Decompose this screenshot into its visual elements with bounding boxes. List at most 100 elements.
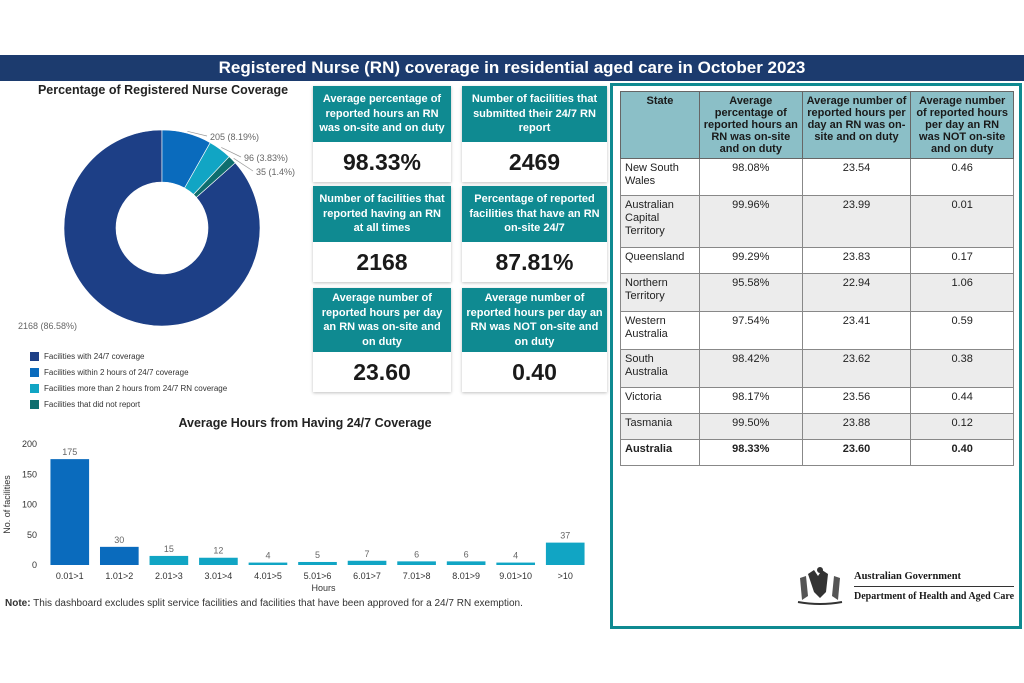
table-cell: 97.54% (698, 311, 803, 350)
x-tick-label: 5.01>6 (304, 571, 332, 581)
table-row: Victoria 98.17% 23.56 0.44 (620, 387, 1014, 414)
bar[interactable] (446, 561, 486, 565)
bar[interactable] (397, 561, 436, 565)
table-cell: 99.96% (698, 195, 803, 248)
kpi-card-avg-hours-not-on-site: Average number of reported hours per day… (462, 288, 607, 392)
x-tick-label: 1.01>2 (105, 571, 133, 581)
table-cell-state: Australian Capital Territory (620, 195, 700, 248)
table-cell-state: Northern Territory (620, 273, 700, 312)
table-row: South Australia 98.42% 23.62 0.38 (620, 349, 1014, 388)
footnote-label: Note: (5, 598, 31, 609)
bar[interactable] (298, 561, 337, 565)
table-cell: 0.40 (910, 439, 1014, 466)
x-axis-title: Hours (311, 583, 336, 593)
bar-chart: No. of facilities 0 50 100 150 200 175 0.01>1 30… (2, 439, 585, 593)
legend-item-24-7[interactable]: Facilities with 24/7 coverage (30, 348, 227, 364)
kpi-value: 23.60 (353, 359, 411, 385)
state-table-panel: State Average percentage of reported hou… (610, 83, 1022, 629)
legend-item-within-2-hours[interactable]: Facilities within 2 hours of 24/7 covera… (30, 364, 227, 380)
bar[interactable] (149, 555, 189, 565)
table-cell: 0.59 (910, 311, 1014, 350)
donut-legend: Facilities with 24/7 coverage Facilities… (30, 348, 227, 412)
bar[interactable] (50, 459, 90, 565)
x-tick-label: 3.01>4 (205, 571, 233, 581)
donut-slice[interactable] (193, 156, 236, 198)
dashboard-title: Registered Nurse (RN) coverage in reside… (218, 58, 806, 77)
table-cell: 98.08% (698, 158, 803, 196)
table-cell: 23.62 (801, 349, 912, 388)
table-row: Tasmania 99.50% 23.88 0.12 (620, 413, 1014, 440)
kpi-card-avg-percentage: Average percentage of reported hours an … (313, 86, 451, 182)
bar[interactable] (545, 542, 585, 565)
table-cell-state: South Australia (620, 349, 700, 388)
bar-value-label: 175 (62, 447, 77, 457)
donut-slice[interactable] (63, 129, 261, 327)
bar[interactable] (347, 560, 387, 565)
table-cell: 23.41 (801, 311, 912, 350)
bar[interactable] (496, 562, 536, 565)
legend-label: Facilities that did not report (44, 399, 141, 409)
legend-swatch (30, 351, 39, 361)
bar-value-label: 30 (114, 535, 124, 545)
data-label-leader (233, 157, 254, 172)
legend-label: Facilities with 24/7 coverage (44, 351, 145, 361)
legend-swatch (30, 399, 39, 409)
table-cell: 23.99 (801, 195, 912, 248)
column-header-avg-percentage[interactable]: Average percentage of reported hours an … (698, 91, 803, 159)
y-tick-label: 150 (22, 469, 37, 479)
legend-item-not-reported[interactable]: Facilities that did not report (30, 396, 227, 412)
bar-value-label: 12 (213, 546, 223, 556)
table-cell: 0.46 (910, 158, 1014, 196)
column-header-avg-hours-on-site[interactable]: Average number of reported hours per day… (801, 91, 912, 159)
table-cell: 0.01 (910, 195, 1014, 248)
y-axis-title: No. of facilities (2, 475, 12, 534)
table-row: Australian Capital Territory 99.96% 23.9… (620, 195, 1014, 248)
table-row: Northern Territory 95.58% 22.94 1.06 (620, 273, 1014, 312)
kpi-value: 2469 (508, 149, 561, 175)
bar-value-label: 4 (513, 551, 518, 561)
table-cell: 23.54 (801, 158, 912, 196)
table-cell-state: New South Wales (620, 158, 700, 196)
government-logo: Australian Government Department of Heal… (794, 566, 1015, 606)
x-tick-label: 8.01>9 (452, 571, 480, 581)
bar[interactable] (248, 562, 288, 565)
bar[interactable] (199, 557, 238, 565)
dashboard-title-banner: Registered Nurse (RN) coverage in reside… (0, 55, 1024, 81)
data-label-leader (187, 130, 208, 137)
bar-chart-title: Average Hours from Having 24/7 Coverage (178, 416, 432, 430)
table-cell-state: Victoria (620, 387, 700, 414)
x-tick-label: >10 (558, 571, 573, 581)
kpi-value: 0.40 (512, 359, 557, 385)
table-cell: 0.17 (910, 247, 1014, 274)
kpi-value: 2168 (356, 249, 408, 275)
y-tick-label: 100 (22, 500, 37, 510)
kpi-value: 87.81% (495, 249, 574, 275)
table-row: Western Australia 97.54% 23.41 0.59 (620, 311, 1014, 350)
table-cell-state: Queensland (620, 247, 700, 274)
table-row-total: Australia 98.33% 23.60 0.40 (620, 439, 1014, 466)
kpi-heading: Percentage of reported facilities that h… (462, 186, 607, 242)
legend-label: Facilities more than 2 hours from 24/7 R… (44, 383, 228, 393)
department-name: Department of Health and Aged Care (854, 585, 1015, 602)
legend-swatch (30, 383, 39, 393)
footnote: Note: This dashboard excludes split serv… (5, 598, 523, 609)
x-tick-label: 4.01>5 (254, 571, 282, 581)
y-tick-label: 0 (32, 560, 37, 570)
x-tick-label: 0.01>1 (56, 571, 84, 581)
bar[interactable] (99, 546, 139, 565)
x-tick-label: 6.01>7 (353, 571, 381, 581)
column-header-avg-hours-not-on-site[interactable]: Average number of reported hours per day… (910, 91, 1014, 159)
table-cell: 99.50% (698, 413, 803, 440)
column-header-state[interactable]: State (620, 91, 700, 159)
x-tick-label: 9.01>10 (499, 571, 532, 581)
table-cell: 0.44 (910, 387, 1014, 414)
kpi-heading: Average percentage of reported hours an … (313, 86, 451, 142)
table-row: Queensland 99.29% 23.83 0.17 (620, 247, 1014, 274)
table-cell: 99.29% (698, 247, 803, 274)
legend-item-more-than-2-hours[interactable]: Facilities more than 2 hours from 24/7 R… (30, 380, 227, 396)
kpi-heading: Number of facilities that submitted thei… (462, 86, 607, 142)
kpi-heading: Average number of reported hours per day… (462, 288, 607, 352)
donut-data-label: 96 (3.83%) (244, 153, 288, 163)
bar-value-label: 15 (164, 544, 174, 554)
state-table: State Average percentage of reported hou… (620, 91, 1014, 466)
